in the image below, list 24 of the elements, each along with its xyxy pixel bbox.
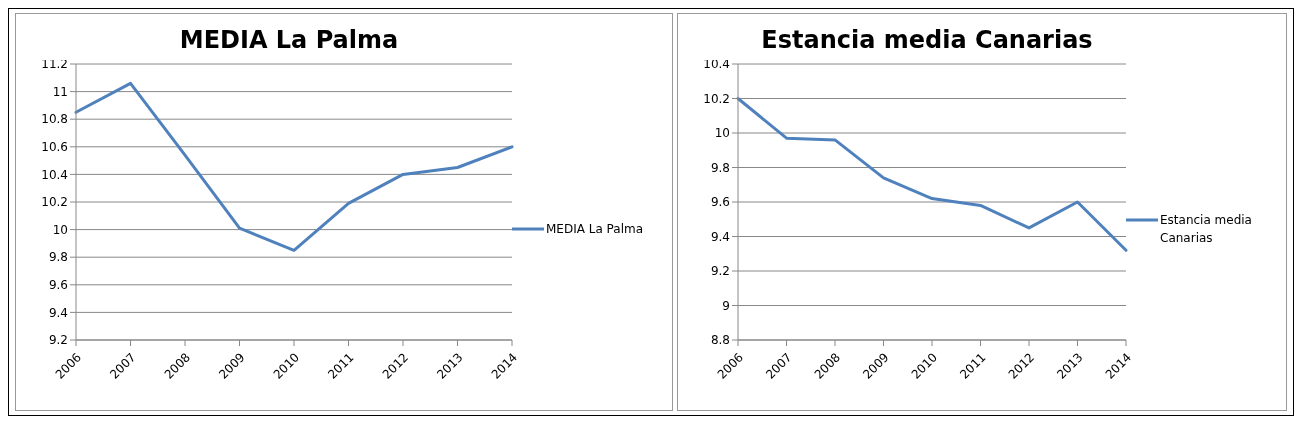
y-tick-label: 8.8 — [710, 333, 730, 348]
y-tick-label: 10.4 — [41, 167, 68, 182]
y-tick-label: 11 — [52, 84, 68, 99]
y-tick-label: 11.2 — [41, 57, 68, 72]
legend-label: Estancia media Canarias — [1160, 212, 1253, 247]
y-tick-label: 10 — [52, 222, 68, 237]
y-tick-label: 9 — [722, 298, 730, 313]
y-tick-label: 9.6 — [710, 195, 730, 210]
y-tick-label: 9.6 — [48, 278, 68, 293]
y-tick-label: 9.2 — [710, 264, 730, 279]
y-tick-label: 9.2 — [48, 333, 68, 348]
y-tick-label: 10.8 — [41, 112, 68, 127]
y-tick-label: 10 — [714, 126, 730, 141]
y-tick-label: 10.6 — [41, 140, 68, 155]
y-tick-label: 10.2 — [703, 91, 730, 106]
y-tick-label: 9.8 — [710, 160, 730, 175]
y-tick-label: 9.8 — [48, 250, 68, 265]
y-tick-label: 9.4 — [48, 305, 68, 320]
chart-title: MEDIA La Palma — [179, 26, 399, 54]
chart-title: Estancia media Canarias — [761, 26, 1093, 54]
y-tick-label: 10.2 — [41, 195, 68, 210]
legend-label: MEDIA La Palma — [546, 221, 644, 238]
y-tick-label: 10.4 — [703, 57, 730, 72]
y-tick-label: 9.4 — [710, 229, 730, 244]
